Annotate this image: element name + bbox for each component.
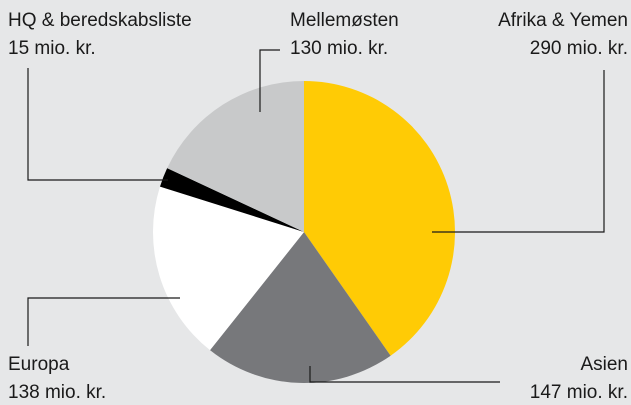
pie-slice — [210, 232, 391, 383]
category-label: Mellemøsten — [290, 10, 399, 31]
category-label: HQ & beredskabsliste — [8, 10, 192, 31]
pie-slice — [304, 81, 455, 356]
leader-line — [27, 297, 180, 346]
value-label: 130 mio. kr. — [290, 38, 388, 59]
value-label: 147 mio. kr. — [530, 382, 628, 403]
pie — [153, 80, 455, 383]
pie-slice — [167, 80, 304, 232]
labels: Afrika & Yemen 290 mio. kr. Asien 147 mio. … — [8, 10, 628, 403]
leader-line — [432, 70, 605, 233]
pie-slice — [159, 168, 304, 232]
pie-slice — [153, 186, 304, 351]
value-label: 138 mio. kr. — [8, 382, 106, 403]
value-label: 15 mio. kr. — [8, 38, 96, 59]
value-label: 290 mio. kr. — [530, 38, 628, 59]
leader-line — [309, 366, 500, 383]
category-label: Europa — [8, 354, 70, 375]
category-label: Afrika & Yemen — [498, 10, 628, 31]
leader-line — [27, 68, 168, 181]
category-label: Asien — [580, 354, 628, 375]
leader-line — [259, 49, 280, 112]
